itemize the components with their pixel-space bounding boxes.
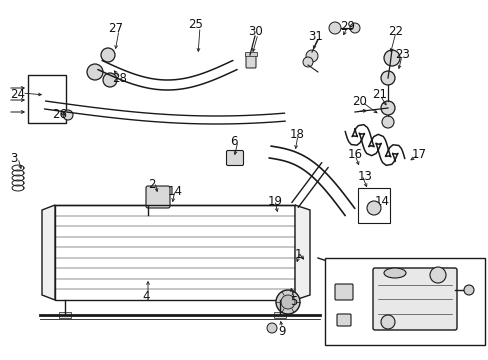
Text: 13: 13 xyxy=(357,170,372,183)
Circle shape xyxy=(328,22,340,34)
Text: 9: 9 xyxy=(278,325,285,338)
FancyBboxPatch shape xyxy=(372,268,456,330)
Polygon shape xyxy=(42,205,55,300)
Circle shape xyxy=(366,201,380,215)
Text: 6: 6 xyxy=(229,135,237,148)
Text: 27: 27 xyxy=(108,22,123,35)
Text: 25: 25 xyxy=(187,18,203,31)
Circle shape xyxy=(380,71,394,85)
Bar xyxy=(28,75,66,123)
Text: 29: 29 xyxy=(339,20,354,33)
Circle shape xyxy=(275,290,299,314)
Ellipse shape xyxy=(383,268,405,278)
FancyBboxPatch shape xyxy=(226,150,243,166)
Text: 26: 26 xyxy=(52,108,67,121)
Text: 28: 28 xyxy=(112,72,126,85)
Text: 22: 22 xyxy=(387,25,402,38)
Bar xyxy=(273,312,285,318)
Text: 4: 4 xyxy=(142,290,149,303)
Circle shape xyxy=(381,116,393,128)
Circle shape xyxy=(463,285,473,295)
Text: 3: 3 xyxy=(10,152,18,165)
Text: 21: 21 xyxy=(371,88,386,101)
Text: 16: 16 xyxy=(347,148,362,161)
FancyBboxPatch shape xyxy=(336,314,350,326)
Bar xyxy=(357,188,389,223)
Bar xyxy=(325,258,484,345)
Circle shape xyxy=(281,295,294,309)
Polygon shape xyxy=(294,205,309,300)
Bar xyxy=(244,52,257,56)
Circle shape xyxy=(380,101,394,115)
Text: 18: 18 xyxy=(289,128,304,141)
Circle shape xyxy=(103,73,117,87)
Circle shape xyxy=(266,323,276,333)
Text: 2: 2 xyxy=(148,178,155,191)
Circle shape xyxy=(101,48,115,62)
Text: 8: 8 xyxy=(467,272,474,285)
Text: 11: 11 xyxy=(357,308,372,321)
Text: 14: 14 xyxy=(168,185,183,198)
Text: 20: 20 xyxy=(351,95,366,108)
Text: 12: 12 xyxy=(419,275,434,288)
Text: 7: 7 xyxy=(325,268,332,281)
Text: 15: 15 xyxy=(347,282,362,295)
Circle shape xyxy=(303,57,312,67)
Text: 23: 23 xyxy=(394,48,409,61)
Circle shape xyxy=(63,110,73,120)
FancyBboxPatch shape xyxy=(334,284,352,300)
Text: 1: 1 xyxy=(294,248,302,261)
Text: 30: 30 xyxy=(247,25,262,38)
Text: 31: 31 xyxy=(307,30,322,43)
Text: 19: 19 xyxy=(267,195,283,208)
Text: 24: 24 xyxy=(10,88,25,101)
FancyBboxPatch shape xyxy=(245,54,256,68)
Bar xyxy=(59,312,71,318)
Circle shape xyxy=(383,50,399,66)
FancyBboxPatch shape xyxy=(146,186,170,208)
Circle shape xyxy=(305,50,317,62)
Text: 14: 14 xyxy=(374,195,389,208)
Circle shape xyxy=(429,267,445,283)
Circle shape xyxy=(87,64,103,80)
Circle shape xyxy=(380,315,394,329)
Text: 17: 17 xyxy=(411,148,426,161)
Text: 5: 5 xyxy=(289,295,297,308)
Text: 10: 10 xyxy=(391,318,406,331)
Circle shape xyxy=(349,23,359,33)
